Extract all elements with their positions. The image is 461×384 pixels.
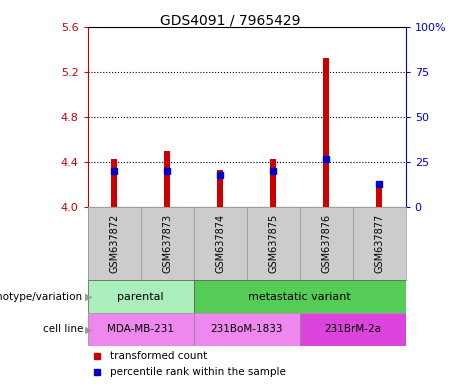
FancyBboxPatch shape [88,280,194,313]
Text: ▶: ▶ [85,324,93,334]
FancyBboxPatch shape [88,313,194,346]
FancyBboxPatch shape [247,207,300,280]
Text: GSM637876: GSM637876 [321,214,331,273]
Text: transformed count: transformed count [110,351,207,361]
FancyBboxPatch shape [141,207,194,280]
Text: cell line: cell line [42,324,83,334]
FancyBboxPatch shape [353,207,406,280]
FancyBboxPatch shape [194,313,300,346]
Text: GSM637874: GSM637874 [215,214,225,273]
Bar [270,159,276,207]
Text: MDA-MB-231: MDA-MB-231 [107,324,174,334]
Text: percentile rank within the sample: percentile rank within the sample [110,367,286,377]
Text: 231BoM-1833: 231BoM-1833 [210,324,283,334]
Text: metastatic variant: metastatic variant [248,291,351,302]
Text: parental: parental [117,291,164,302]
FancyBboxPatch shape [88,207,141,280]
Text: genotype/variation: genotype/variation [0,291,83,302]
FancyBboxPatch shape [300,207,353,280]
Bar [376,188,382,207]
FancyBboxPatch shape [194,280,406,313]
Text: GSM637877: GSM637877 [374,214,384,273]
Bar [111,159,117,207]
Bar [164,151,170,207]
FancyBboxPatch shape [194,207,247,280]
Bar [323,58,329,207]
Text: 231BrM-2a: 231BrM-2a [324,324,381,334]
FancyBboxPatch shape [300,313,406,346]
Text: GSM637873: GSM637873 [162,214,172,273]
Bar [217,170,223,207]
Text: GSM637875: GSM637875 [268,214,278,273]
Text: GDS4091 / 7965429: GDS4091 / 7965429 [160,13,301,27]
Text: ▶: ▶ [85,291,93,302]
Text: GSM637872: GSM637872 [109,214,119,273]
